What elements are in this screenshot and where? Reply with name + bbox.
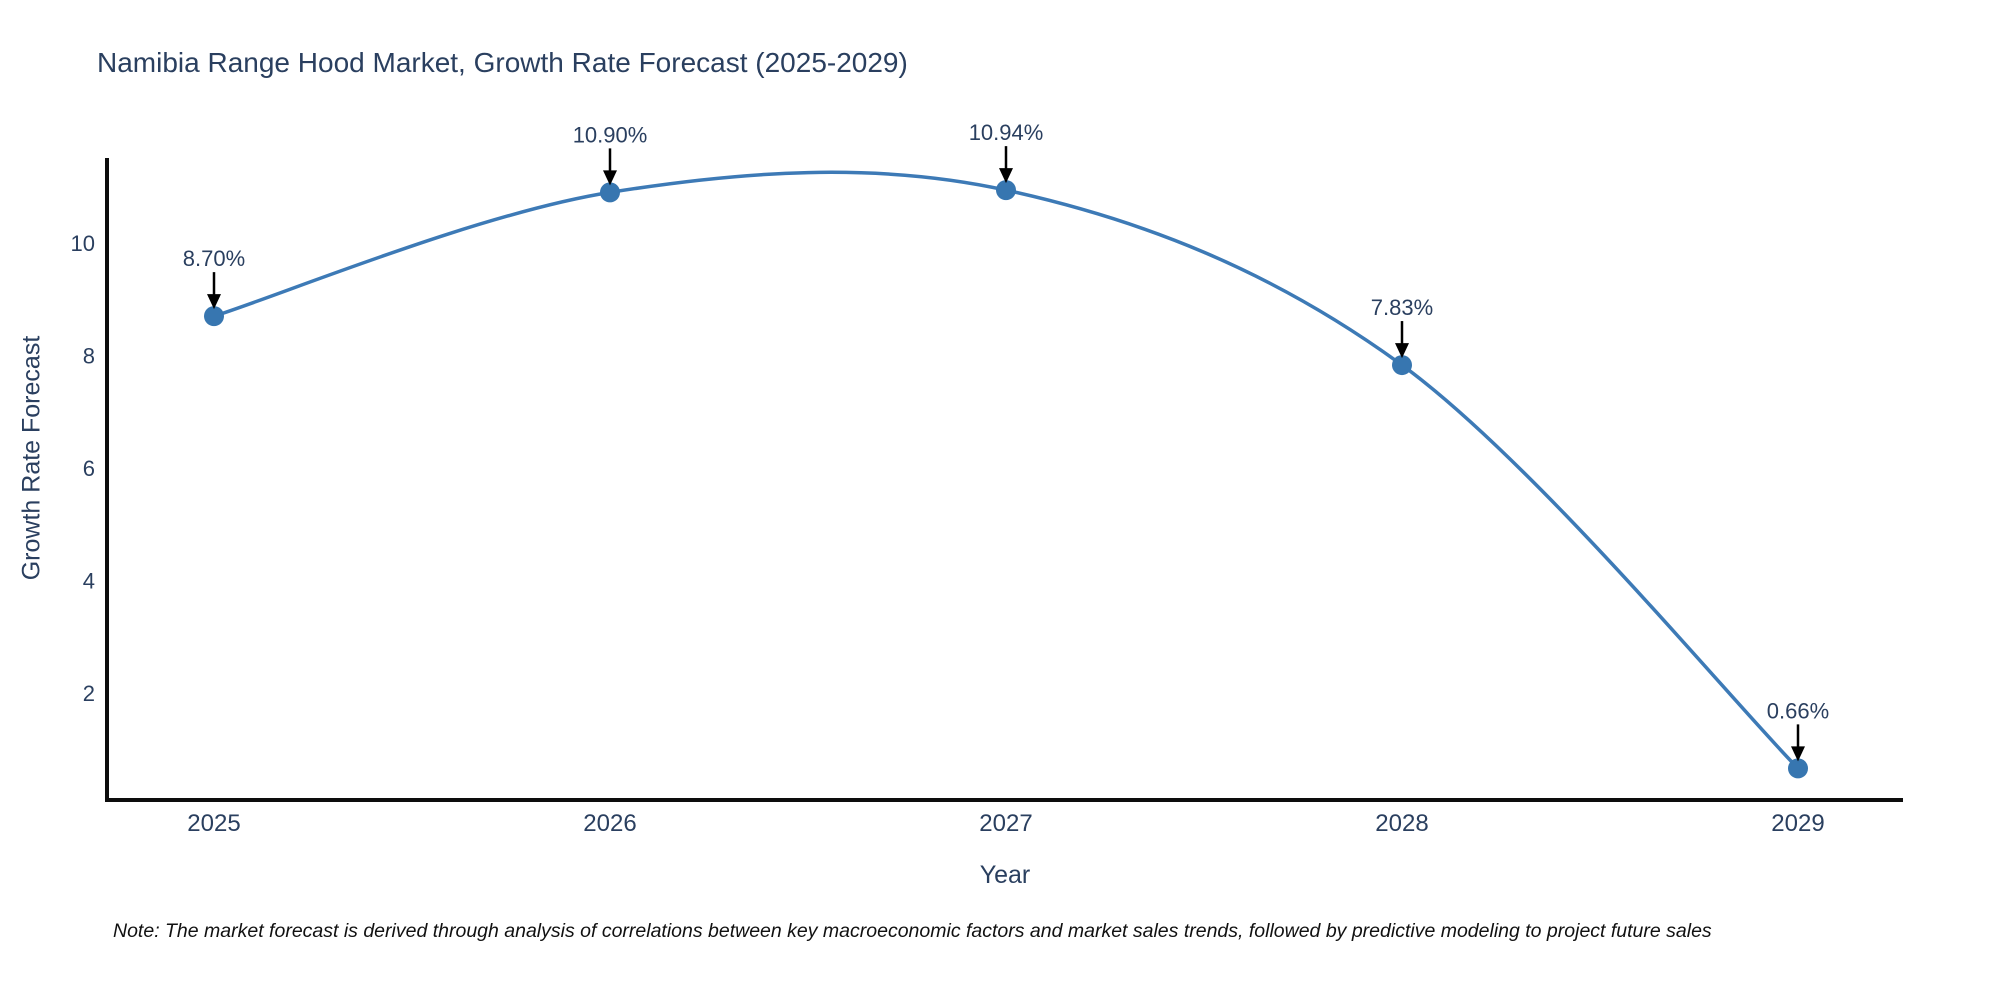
data-point-group: 8.70% — [183, 246, 245, 327]
data-point-group: 10.90% — [573, 122, 648, 203]
data-point-marker — [996, 180, 1016, 201]
data-point-value-label: 8.70% — [183, 246, 245, 271]
data-point-value-label: 0.66% — [1767, 698, 1829, 723]
data-point-group: 7.83% — [1371, 295, 1433, 376]
data-point-value-label: 10.94% — [969, 120, 1044, 145]
y-tick-label: 6 — [83, 456, 95, 481]
x-tick-label: 2026 — [583, 810, 636, 837]
footnote: Note: The market forecast is derived thr… — [113, 920, 1712, 942]
data-point-marker — [1392, 355, 1412, 376]
growth-rate-line-series — [212, 170, 1800, 771]
axis-lines — [105, 158, 1903, 802]
x-axis-title: Year — [979, 861, 1031, 889]
y-tick-label: 2 — [83, 681, 95, 706]
data-point-group: 0.66% — [1767, 698, 1829, 779]
annotation-arrowhead-icon — [1791, 746, 1805, 762]
x-tick-label: 2025 — [187, 810, 240, 837]
x-tick-label: 2029 — [1771, 810, 1824, 837]
annotation-arrowhead-icon — [207, 294, 221, 310]
data-point-value-label: 10.90% — [573, 122, 648, 147]
annotation-arrowhead-icon — [999, 168, 1013, 184]
x-tick-label: 2028 — [1375, 810, 1428, 837]
data-point-marker — [1788, 758, 1808, 779]
y-tick-label: 8 — [83, 344, 95, 369]
x-tick-label: 2027 — [979, 810, 1032, 837]
data-point-marker — [600, 182, 620, 203]
annotation-arrowhead-icon — [603, 170, 617, 186]
y-tick-label: 10 — [71, 231, 95, 256]
data-point-value-label: 7.83% — [1371, 295, 1433, 320]
annotation-arrowhead-icon — [1395, 343, 1409, 359]
data-point-group: 10.94% — [969, 120, 1044, 201]
data-point-marker — [204, 306, 224, 327]
chart-title: Namibia Range Hood Market, Growth Rate F… — [97, 47, 908, 78]
y-tick-label: 4 — [83, 569, 95, 594]
